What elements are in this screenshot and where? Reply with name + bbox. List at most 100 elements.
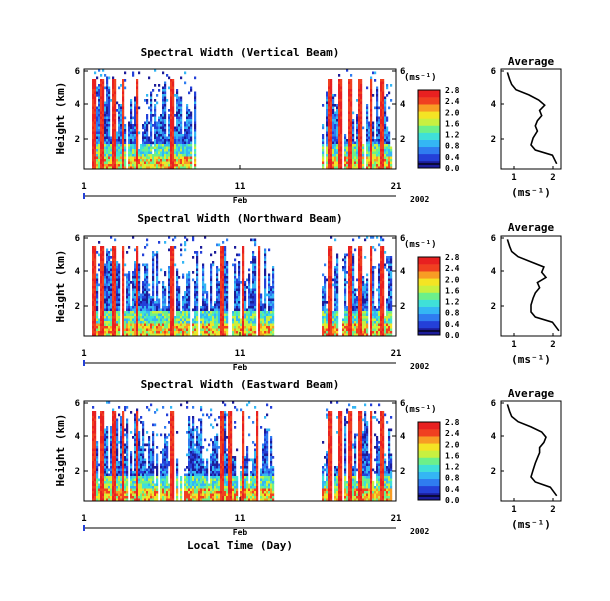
heatmap-cell: [122, 134, 125, 137]
heatmap-cell: [336, 281, 339, 284]
heatmap-cell: [138, 296, 141, 299]
heatmap-cell: [336, 164, 339, 167]
heatmap-cell: [124, 149, 127, 152]
heatmap-cell: [92, 256, 95, 259]
heatmap-cell: [142, 301, 145, 304]
heatmap-cell: [152, 166, 155, 170]
heatmap-cell: [352, 149, 355, 152]
heatmap-cell: [386, 166, 389, 170]
heatmap-cell: [344, 313, 347, 317]
heatmap-cell: [112, 301, 115, 304]
heatmap-cell: [116, 271, 119, 274]
heatmap-cell: [360, 121, 363, 125]
heatmap-cell: [326, 146, 329, 150]
heatmap-cell: [180, 243, 183, 247]
heatmap-cell: [252, 321, 255, 324]
heatmap-cell: [144, 318, 147, 322]
heatmap-cell: [116, 298, 119, 302]
heatmap-cell: [234, 278, 237, 282]
heatmap-cell: [152, 258, 155, 262]
heatmap-cell: [108, 258, 111, 262]
heatmap-cell: [338, 106, 341, 110]
heatmap-cell: [226, 283, 229, 287]
heatmap-cell: [226, 318, 229, 322]
heatmap-cell: [340, 166, 343, 170]
heatmap-cell: [350, 306, 353, 309]
heatmap-cell: [178, 146, 181, 150]
heatmap-cell: [252, 261, 255, 264]
heatmap-cell: [348, 308, 351, 312]
heatmap-cell: [354, 298, 357, 302]
heatmap-cell: [180, 326, 183, 329]
heatmap-cell: [234, 273, 237, 277]
heatmap-cell: [110, 333, 113, 337]
heatmap-cell: [130, 104, 133, 107]
heatmap-cell: [326, 326, 329, 329]
heatmap-cell: [114, 268, 117, 272]
heatmap-cell: [176, 308, 179, 312]
heatmap-cell: [352, 144, 355, 147]
heatmap-cell: [158, 154, 161, 157]
heatmap-cell: [382, 99, 385, 102]
heatmap-cell: [270, 333, 273, 337]
heatmap-cell: [94, 144, 97, 147]
heatmap-cell: [168, 236, 171, 239]
heatmap-cell: [344, 271, 347, 274]
heatmap-cell: [250, 291, 253, 294]
heatmap-cell: [348, 316, 351, 319]
heatmap-cell: [340, 126, 343, 130]
heatmap-cell: [350, 164, 353, 167]
heatmap-cell: [116, 288, 119, 292]
heatmap-cell: [362, 303, 365, 307]
heatmap-cell: [130, 156, 133, 160]
heatmap-cell: [116, 281, 119, 284]
heatmap-cell: [352, 328, 355, 332]
heatmap-cell: [162, 313, 165, 317]
heatmap-cell: [98, 253, 101, 257]
heatmap-cell: [106, 141, 109, 145]
heatmap-cell: [244, 298, 247, 302]
heatmap-cell: [206, 323, 209, 327]
heatmap-cell: [106, 258, 109, 262]
heatmap-cell: [324, 311, 327, 314]
heatmap-cell: [254, 296, 257, 299]
heatmap-cell: [130, 161, 133, 165]
heatmap-cell: [130, 131, 133, 135]
heatmap-cell: [184, 306, 187, 309]
heatmap-cell: [264, 271, 267, 274]
heatmap-cell: [330, 268, 333, 272]
heatmap-cell: [122, 86, 125, 90]
heatmap-cell: [202, 311, 205, 314]
heatmap-cell: [118, 161, 121, 165]
heatmap-cell: [328, 109, 331, 112]
heatmap-cell: [188, 276, 191, 279]
heatmap-cell: [238, 283, 241, 287]
heatmap-cell: [340, 79, 343, 82]
profile-frame: [500, 68, 562, 170]
heatmap-cell: [202, 313, 205, 317]
colorbar-segment: [418, 160, 440, 169]
heatmap-cell: [330, 278, 333, 282]
heatmap-cell: [356, 306, 359, 309]
heatmap-cell: [344, 263, 347, 267]
heatmap-cell: [326, 154, 329, 157]
heatmap-cell: [272, 328, 275, 332]
heatmap-cell: [124, 79, 127, 82]
heatmap-cell: [156, 139, 159, 142]
heatmap-cell: [172, 248, 175, 252]
heatmap-cell: [220, 288, 223, 292]
heatmap-cell: [144, 313, 147, 317]
heatmap-cell: [350, 296, 353, 299]
heatmap-cell: [98, 166, 101, 170]
heatmap-cell: [254, 271, 257, 274]
heatmap-cell: [374, 166, 377, 170]
heatmap-cell: [384, 139, 387, 142]
heatmap-cell: [122, 131, 125, 135]
heatmap-cell: [180, 104, 183, 107]
heatmap-cell: [180, 159, 183, 162]
heatmap-cell: [350, 151, 353, 155]
heatmap-cell: [126, 333, 129, 337]
heatmap-cell: [332, 119, 335, 122]
heatmap-cell: [148, 161, 151, 165]
heatmap-cell: [352, 281, 355, 284]
